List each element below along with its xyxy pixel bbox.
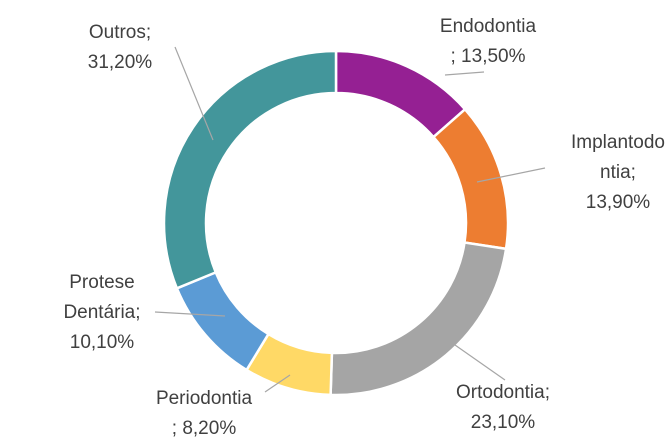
slice-ortodontia — [329, 241, 508, 397]
leader-line — [454, 344, 506, 381]
leader-line — [264, 374, 291, 393]
data-label: Implantodo ntia; 13,90% — [571, 132, 665, 213]
data-label: Ortodontia; 23,10% — [456, 382, 550, 433]
leader-line — [476, 167, 546, 183]
data-label: Periodontia; 8,20% — [156, 388, 253, 439]
slice-outros — [162, 49, 338, 290]
slice-implantodontia — [431, 107, 510, 251]
leader-line — [174, 46, 214, 141]
leader-line — [444, 71, 485, 76]
slice-protese-dent-ria — [175, 270, 271, 372]
data-label: Protese Dentária; 10,10% — [63, 272, 140, 353]
data-label: Outros; 31,20% — [88, 22, 153, 73]
slice-endodontia — [334, 49, 467, 139]
data-label: Endodontia; 13,50% — [440, 16, 537, 67]
leader-line — [154, 311, 226, 317]
